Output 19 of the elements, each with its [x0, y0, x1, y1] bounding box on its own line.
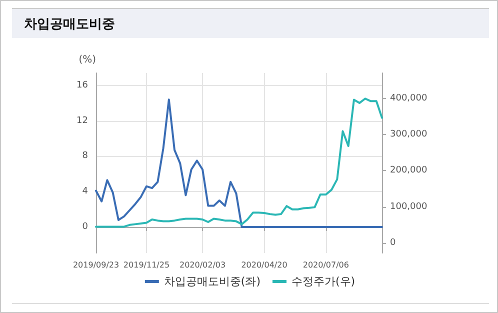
legend-label: 차입공매도비중(좌): [164, 275, 261, 288]
y-tick-label: 0: [82, 222, 88, 232]
y2-tick-label: 300,000: [390, 129, 428, 140]
x-tick-label: 2019/11/25: [123, 260, 170, 270]
y2-tick-label: 200,000: [390, 166, 428, 176]
x-tick-label: 2019/09/23: [72, 260, 120, 270]
y-tick-label: 4: [82, 186, 88, 197]
x-tick-label: 2020/02/03: [179, 260, 226, 270]
y-axis-title: (%): [78, 54, 96, 66]
y2-tick-label: 100,000: [390, 202, 428, 212]
x-tick-label: 2020/07/06: [302, 260, 349, 270]
y2-tick-label: 400,000: [390, 93, 428, 104]
y-tick-label: 8: [82, 151, 88, 162]
y-tick-label: 16: [76, 80, 88, 90]
legend-label: 수정주가(우): [292, 275, 356, 288]
y-tick-label: 12: [76, 116, 88, 126]
chart-title: 차입공매도비중: [24, 16, 115, 33]
y2-tick-label: 0: [390, 238, 396, 248]
x-tick-label: 2020/04/20: [241, 260, 288, 270]
